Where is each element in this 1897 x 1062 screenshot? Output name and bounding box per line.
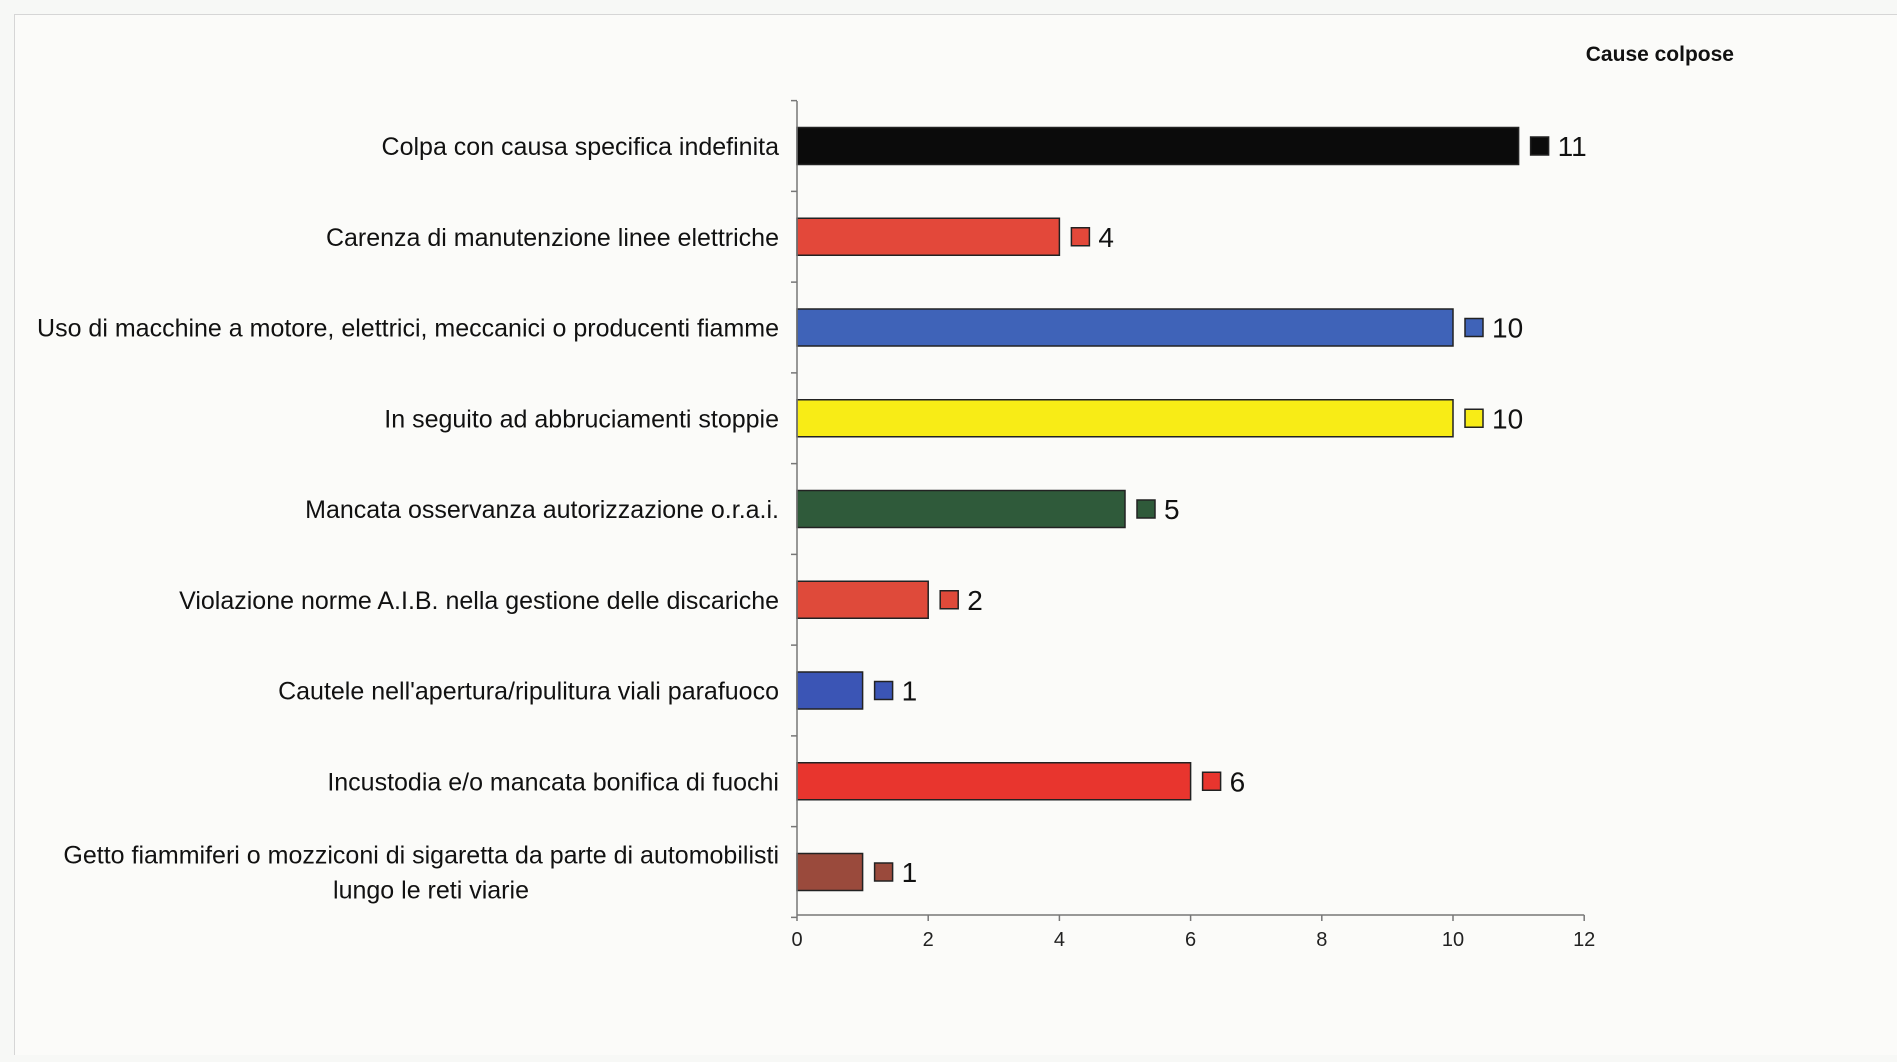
bar <box>796 217 1061 256</box>
category-label-line: In seguito ad abbruciamenti stoppie <box>384 405 779 433</box>
x-tick-label: 4 <box>1054 929 1065 951</box>
x-tick-label: 10 <box>1442 929 1464 951</box>
category-label: Colpa con causa specifica indefinita <box>382 133 780 161</box>
category-label-line: Carenza di manutenzione linee elettriche <box>326 224 779 252</box>
bar <box>796 580 929 619</box>
value-key <box>939 590 959 610</box>
bar <box>796 399 1454 438</box>
value-key <box>1201 771 1222 791</box>
value-key <box>873 680 894 701</box>
value-key <box>873 862 894 882</box>
bar <box>796 762 1192 801</box>
category-label-line: Getto fiammiferi o mozziconi di sigarett… <box>63 842 779 870</box>
x-tick-label: 12 <box>1573 929 1595 951</box>
value-label: 5 <box>1164 494 1180 525</box>
value-label: 10 <box>1492 403 1523 434</box>
category-label: Getto fiammiferi o mozziconi di sigarett… <box>63 842 779 905</box>
value-key <box>1070 227 1091 247</box>
x-tick-label: 8 <box>1316 929 1327 951</box>
value-key <box>1464 317 1484 338</box>
value-label: 1 <box>902 676 918 707</box>
value-label: 1 <box>902 857 918 888</box>
category-label: In seguito ad abbruciamenti stoppie <box>384 405 779 433</box>
category-label: Uso di macchine a motore, elettrici, mec… <box>37 315 779 343</box>
category-label-line: Cautele nell'apertura/ripulitura viali p… <box>278 678 779 706</box>
bar <box>796 852 864 892</box>
chart-frame: Cause colpose Colpa con causa specifica … <box>14 14 1897 1055</box>
category-label-line: Mancata osservanza autorizzazione o.r.a.… <box>305 496 779 524</box>
bar <box>796 308 1454 347</box>
category-label-line: Incustodia e/o mancata bonifica di fuoch… <box>327 768 779 796</box>
legend-label: Cause colpose <box>1586 43 1734 66</box>
value-key <box>1136 499 1156 519</box>
category-label: Mancata osservanza autorizzazione o.r.a.… <box>305 496 779 524</box>
category-label: Carenza di manutenzione linee elettriche <box>326 224 779 252</box>
category-label-line: Colpa con causa specifica indefinita <box>382 133 780 161</box>
value-label: 2 <box>967 585 983 616</box>
bar-chart: Cause colpose Colpa con causa specifica … <box>37 43 1734 951</box>
value-label: 11 <box>1558 131 1587 162</box>
category-label-line: lungo le reti viarie <box>333 877 529 905</box>
value-label: 6 <box>1230 766 1246 797</box>
bar <box>796 671 864 710</box>
bars: Colpa con causa specifica indefinita 11Ca… <box>37 126 1587 905</box>
legend: Cause colpose <box>1586 43 1734 66</box>
axes: 0 2 4 6 8 10 12 <box>791 99 1595 951</box>
x-tick-label: 0 <box>791 929 802 951</box>
category-label-line: Uso di macchine a motore, elettrici, mec… <box>37 315 779 343</box>
bar <box>796 489 1126 529</box>
value-key <box>1529 136 1550 156</box>
category-label: Violazione norme A.I.B. nella gestione d… <box>179 587 779 615</box>
bar <box>796 126 1520 166</box>
category-label-line: Violazione norme A.I.B. nella gestione d… <box>179 587 779 615</box>
category-label: Incustodia e/o mancata bonifica di fuoch… <box>327 768 779 796</box>
value-key <box>1464 408 1484 428</box>
x-tick-label: 2 <box>923 929 934 951</box>
category-label: Cautele nell'apertura/ripulitura viali p… <box>278 678 779 706</box>
x-tick-label: 6 <box>1185 929 1196 951</box>
value-label: 4 <box>1098 222 1114 253</box>
value-label: 10 <box>1492 313 1523 344</box>
